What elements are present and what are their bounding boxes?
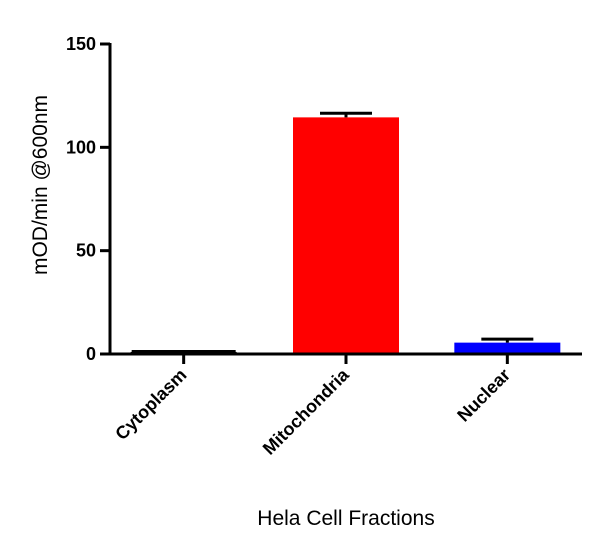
y-tick-label: 0 <box>86 344 96 364</box>
x-tick-label: Cytoplasm <box>111 365 190 444</box>
y-tick-label: 50 <box>76 241 96 261</box>
bars-group <box>130 117 561 354</box>
x-tick-label: Mitochondria <box>259 364 354 459</box>
bar-mitochondria <box>293 117 399 354</box>
y-ticks-group: 0 50 100 150 <box>66 34 110 364</box>
y-axis-title: mOD/min @600nm <box>29 95 52 275</box>
x-axis-title: Hela Cell Fractions <box>257 507 434 530</box>
y-tick-label: 150 <box>66 34 96 54</box>
x-tick-label: Nuclear <box>453 365 514 426</box>
error-bars-group <box>131 111 534 354</box>
x-ticks-group: Cytoplasm Mitochondria Nuclear <box>111 354 514 459</box>
y-tick-label: 100 <box>66 137 96 157</box>
bar-nuclear <box>454 342 561 354</box>
